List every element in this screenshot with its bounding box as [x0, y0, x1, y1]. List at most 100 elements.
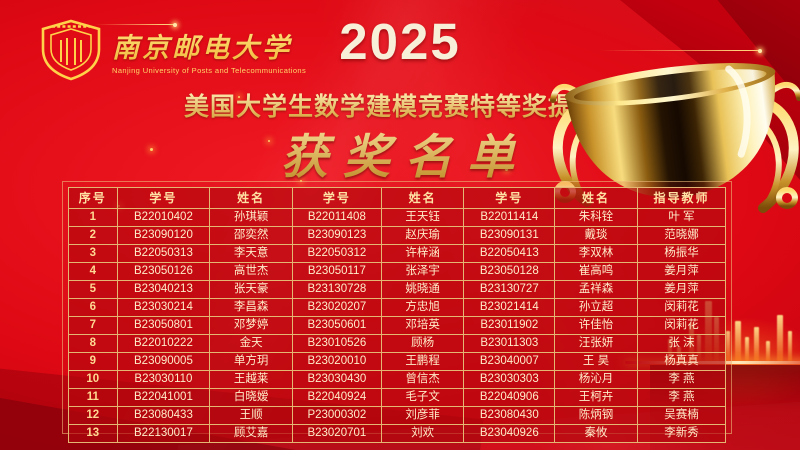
student-name-cell: 赵庆瑜 — [380, 226, 465, 245]
seq-cell: 7 — [68, 316, 118, 335]
advisor-cell: 闵莉花 — [636, 298, 727, 317]
student-name-cell: 金天 — [209, 334, 294, 353]
glow-bar — [754, 327, 759, 361]
seq-cell: 3 — [68, 244, 118, 263]
student-id-cell: B23130727 — [463, 280, 556, 299]
glow-bar — [735, 321, 741, 361]
student-id-cell: B23030303 — [463, 370, 556, 389]
student-name-cell: 顾艾嘉 — [209, 424, 294, 443]
student-name-cell: 杨沁月 — [554, 370, 638, 389]
seq-cell: 5 — [68, 280, 118, 299]
winner-row: 8 B22010222 金天 B23010526 顾杨 B23011303 汪张妍张 沫 — [68, 334, 727, 353]
trophy-container — [545, 24, 800, 236]
student-id-cell: B23011902 — [463, 316, 556, 335]
advisor-cell: 闵莉花 — [636, 316, 727, 335]
seq-cell: 2 — [68, 226, 118, 245]
student-id-cell: B23050126 — [116, 262, 211, 281]
column-header: 序号 — [68, 187, 118, 209]
student-name-cell: 白晓嫒 — [209, 388, 294, 407]
student-name-cell: 王天钰 — [380, 208, 465, 227]
student-id-cell: B23090123 — [292, 226, 382, 245]
student-id-cell: P23000302 — [292, 406, 382, 425]
student-name-cell: 崔高鸣 — [554, 262, 638, 281]
winners-table-frame: 序号 学号 姓名 学号 姓名 学号 姓名 指导教师 1 B22010402 孙琪颖 B2201140… — [62, 181, 732, 443]
seq-cell: 9 — [68, 352, 118, 371]
column-header: 学号 — [292, 187, 382, 209]
seq-cell: 13 — [68, 424, 118, 443]
column-header: 学号 — [463, 187, 556, 209]
university-name-cn: 南京邮电大学 — [112, 26, 306, 65]
column-header: 姓名 — [380, 187, 465, 209]
student-name-cell: 王 昊 — [554, 352, 638, 371]
student-id-cell: B23040007 — [463, 352, 556, 371]
column-header: 姓名 — [209, 187, 294, 209]
student-id-cell: B22011414 — [463, 208, 556, 227]
winner-row: 12 B23080433 王顺 P23000302 刘彦菲 B23080430 陈炳钢 吴赛楠 — [68, 406, 727, 425]
student-id-cell: B23090005 — [116, 352, 211, 371]
student-name-cell: 王柯卉 — [554, 388, 638, 407]
year-title: 2025 — [339, 13, 461, 70]
sparkle-dot — [238, 96, 240, 98]
column-header: 指导教师 — [636, 187, 727, 209]
advisor-cell: 吴赛楠 — [636, 406, 727, 425]
student-name-cell: 曾信杰 — [380, 370, 465, 389]
seq-cell: 4 — [68, 262, 118, 281]
student-name-cell: 邓梦婷 — [209, 316, 294, 335]
student-name-cell: 王顺 — [209, 406, 294, 425]
student-id-cell: B23040926 — [463, 424, 556, 443]
student-id-cell: B23090131 — [463, 226, 556, 245]
seq-cell: 8 — [68, 334, 118, 353]
trophy-icon — [550, 63, 800, 213]
advisor-cell: 姜月萍 — [636, 262, 727, 281]
advisor-cell: 杨振华 — [636, 244, 727, 263]
student-name-cell: 姚晓通 — [380, 280, 465, 299]
student-id-cell: B23011303 — [463, 334, 556, 353]
student-name-cell: 李双林 — [554, 244, 638, 263]
winner-row: 5 B23040213 张天豪 B23130728 姚晓通 B23130727 孟祥森 姜月萍 — [68, 280, 727, 299]
student-name-cell: 孟祥森 — [554, 280, 638, 299]
advisor-cell: 李 燕 — [636, 388, 727, 407]
student-id-cell: B23020701 — [292, 424, 382, 443]
student-id-cell: B23021414 — [463, 298, 556, 317]
student-name-cell: 邓培英 — [380, 316, 465, 335]
student-name-cell: 秦攸 — [554, 424, 638, 443]
student-id-cell: B23020010 — [292, 352, 382, 371]
winner-row: 2 B23090120 邵奕然 B23090123 赵庆瑜 B23090131 戴琰 范晓娜 — [68, 226, 727, 245]
student-name-cell: 王越莱 — [209, 370, 294, 389]
glow-bar — [788, 331, 792, 361]
seq-cell: 6 — [68, 298, 118, 317]
winner-row: 7 B23050801 邓梦婷 B23050601 邓培英 B23011902 许佳怡 闵莉花 — [68, 316, 727, 335]
student-id-cell: B23030214 — [116, 298, 211, 317]
winner-row: 10 B23030110 王越莱 B23030430 曾信杰 B23030303 杨沁月李 … — [68, 370, 727, 389]
decor-line — [600, 48, 762, 53]
winner-row: 1 B22010402 孙琪颖 B22011408 王天钰 B22011414 朱科铨叶 军 — [68, 208, 727, 227]
winner-row: 3 B22050313 李天意 B22050312 许梓涵 B22050413 李双林 杨振华 — [68, 244, 727, 263]
university-logo: 南京邮电大学 Nanjing University of Posts and T… — [38, 18, 306, 82]
student-id-cell: B23020207 — [292, 298, 382, 317]
university-name-en: Nanjing University of Posts and Telecomm… — [112, 65, 307, 75]
glow-bar — [777, 315, 783, 361]
decor-line — [95, 22, 177, 27]
university-crest-icon — [41, 19, 101, 81]
student-name-cell: 顾杨 — [380, 334, 465, 353]
student-name-cell: 戴琰 — [554, 226, 638, 245]
student-name-cell: 许梓涵 — [380, 244, 465, 263]
advisor-cell: 姜月萍 — [636, 280, 727, 299]
advisor-cell: 李 燕 — [636, 370, 727, 389]
student-id-cell: B22050312 — [292, 244, 382, 263]
column-header: 姓名 — [554, 187, 638, 209]
student-id-cell: B22010222 — [116, 334, 211, 353]
winner-row: 13 B22130017 顾艾嘉 B23020701 刘欢 B23040926 秦攸 李新秀 — [68, 424, 727, 443]
winners-table: 序号 学号 姓名 学号 姓名 学号 姓名 指导教师 1 B22010402 孙琪颖 B2201140… — [68, 187, 727, 443]
sparkle-dot — [150, 148, 153, 151]
seq-cell: 12 — [68, 406, 118, 425]
glow-bar — [766, 341, 770, 361]
advisor-cell: 叶 军 — [636, 208, 727, 227]
student-name-cell: 毛子文 — [380, 388, 465, 407]
student-id-cell: B22130017 — [116, 424, 211, 443]
sparkle-dot — [505, 168, 508, 171]
winner-row: 11 B22041001 白晓嫒 B22040924 毛子文 B22040906 王柯卉李 … — [68, 388, 727, 407]
student-id-cell: B23040213 — [116, 280, 211, 299]
student-id-cell: B23050117 — [292, 262, 382, 281]
seq-cell: 11 — [68, 388, 118, 407]
